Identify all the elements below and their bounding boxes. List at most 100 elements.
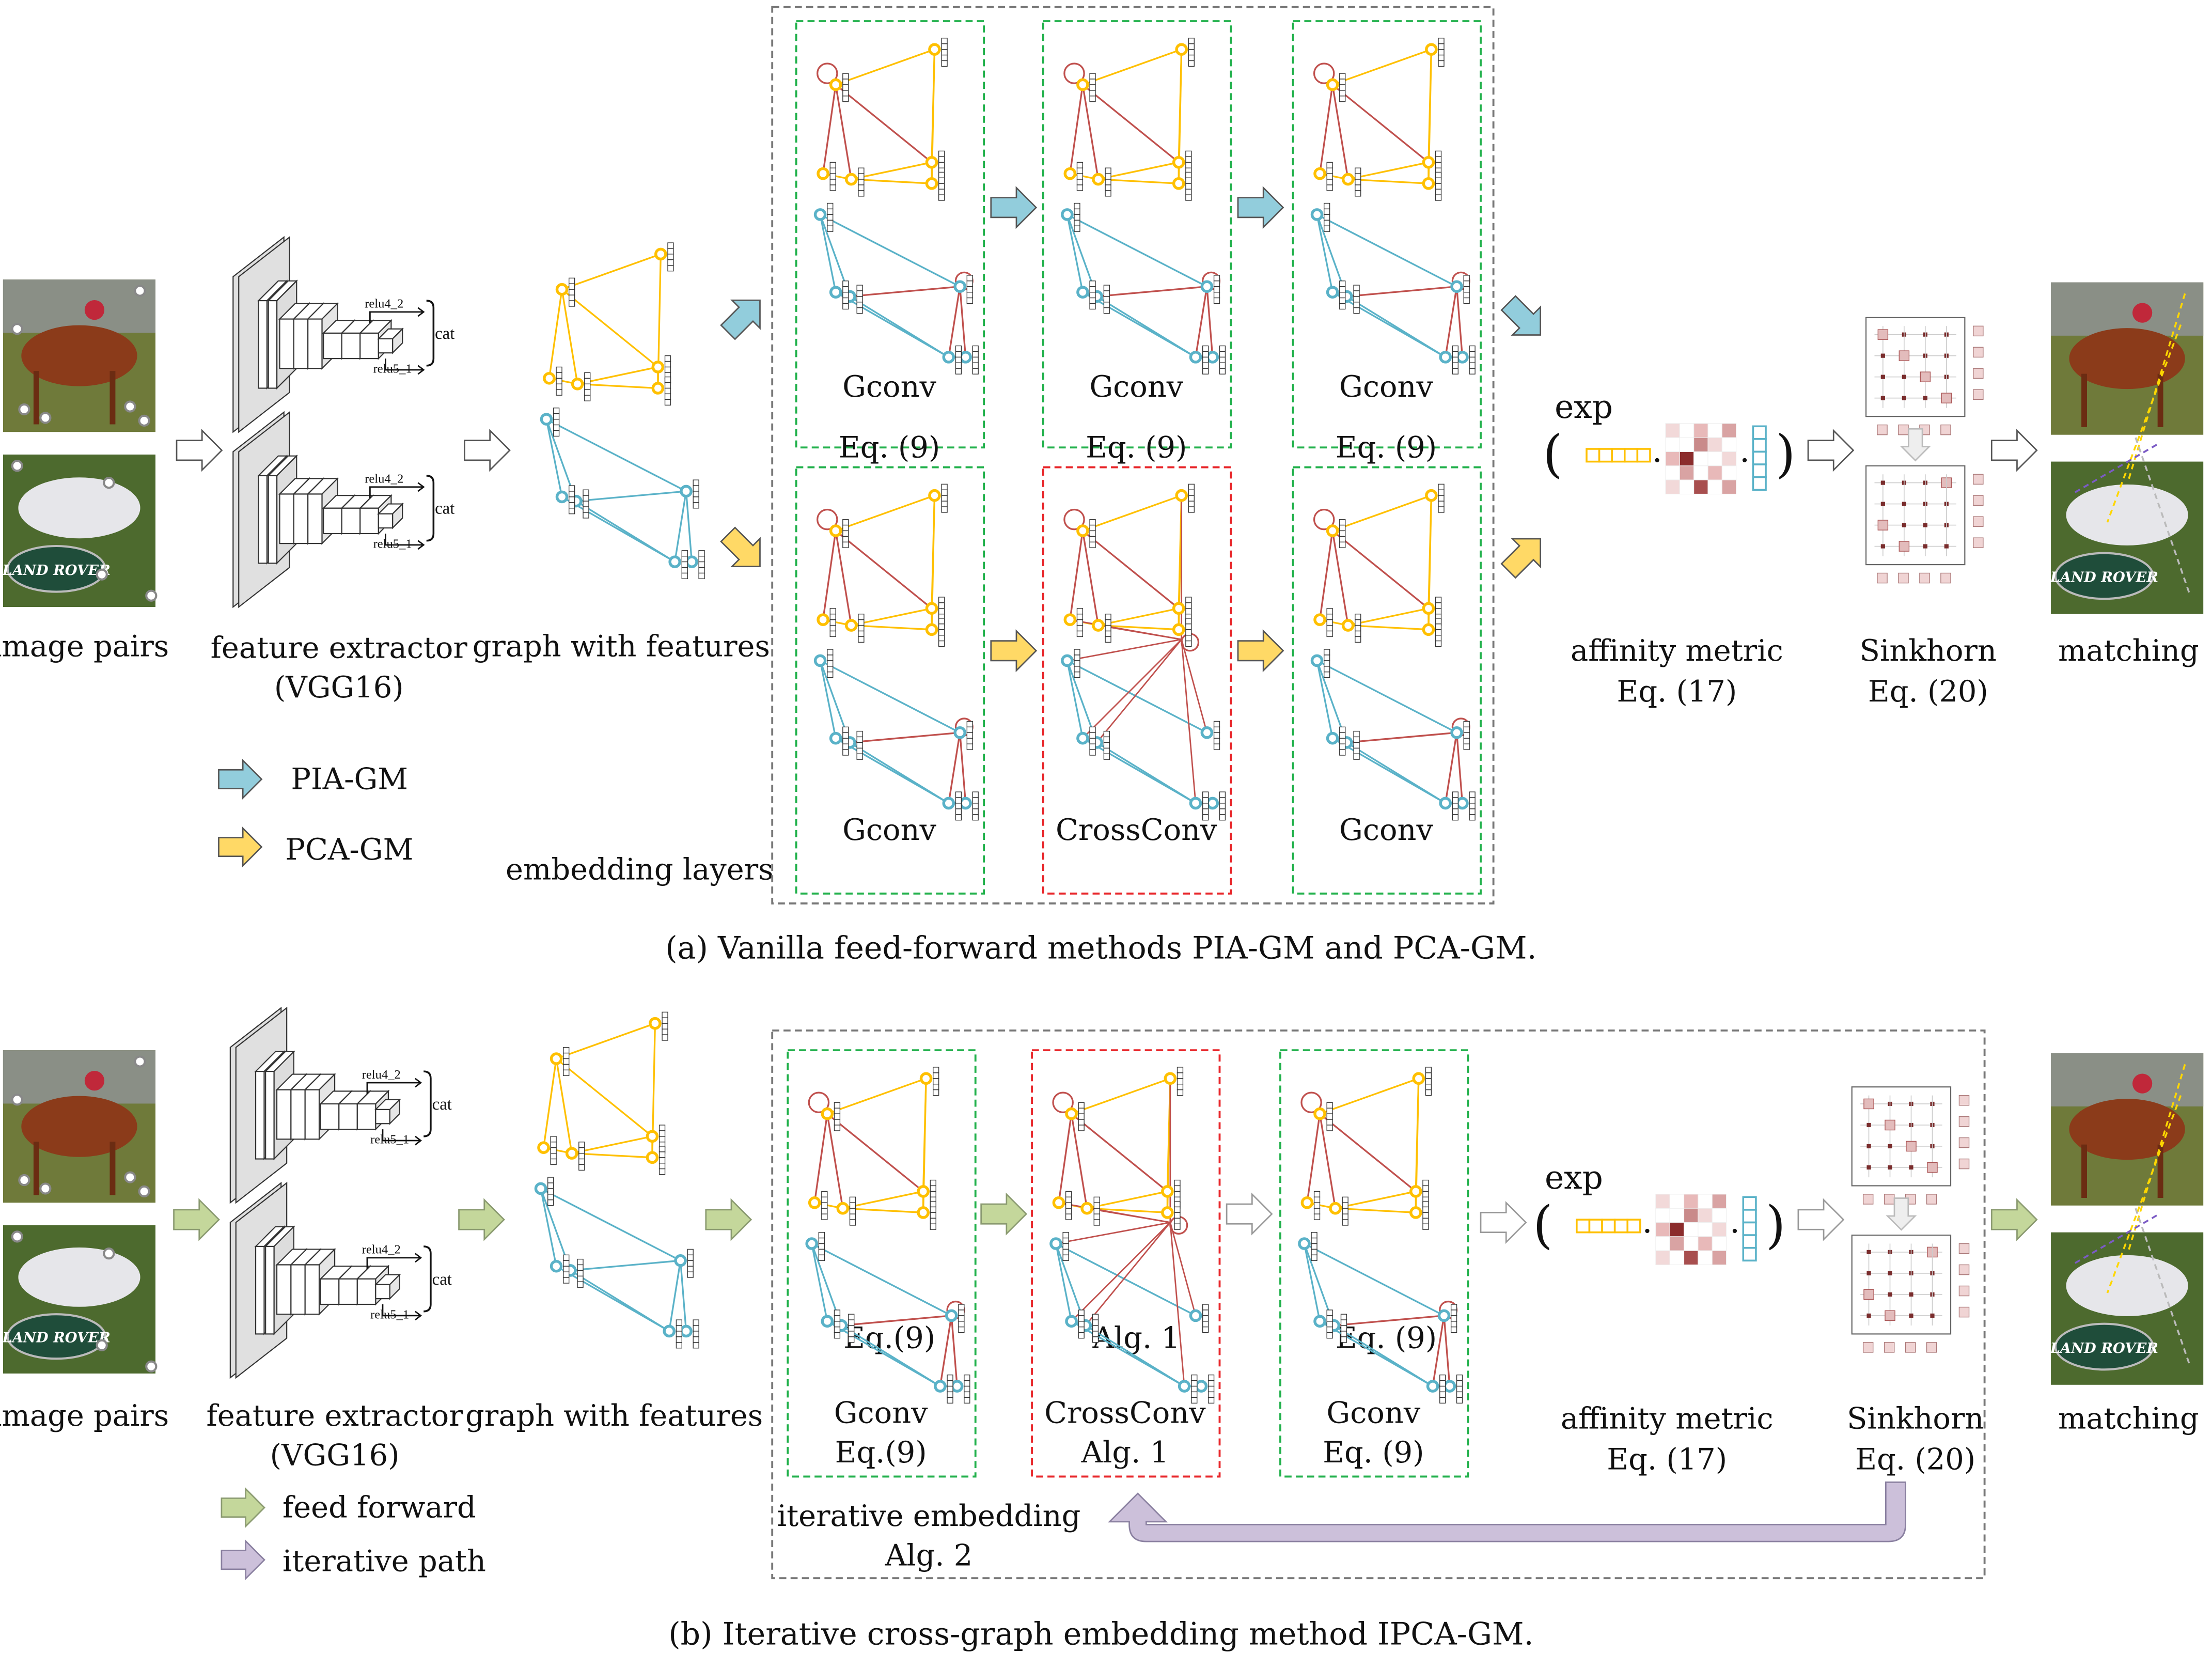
- cat-label: cat: [432, 1270, 452, 1289]
- feature-vector-cell: [848, 1325, 855, 1332]
- graph-edge: [572, 1152, 653, 1159]
- graph-edge: [1331, 531, 1349, 626]
- graph-edge: [561, 253, 661, 290]
- feature-vector-cell: [849, 1196, 856, 1203]
- feature-vector-cell: [569, 277, 575, 284]
- keypoint-marker: [18, 403, 30, 416]
- feature-vector-cell: [1103, 747, 1110, 754]
- affinity-matrix-cell: [1698, 1208, 1713, 1223]
- feature-vector-cell: [1339, 303, 1346, 310]
- feature-vector-cell: [1422, 1179, 1429, 1187]
- self-loop-edge: [1313, 508, 1335, 531]
- matrix-entry: [1863, 1289, 1874, 1300]
- cyan-feature-vector-cell: [1752, 463, 1767, 478]
- feature-vector-cell: [972, 803, 979, 809]
- caption-b: (b) Iterative cross-graph embedding meth…: [668, 1616, 1533, 1652]
- feature-vector-cell: [1074, 660, 1080, 667]
- affinity-matrix-cell: [1707, 437, 1722, 453]
- layer-title: Gconv: [842, 813, 936, 847]
- feature-vector-cell: [829, 179, 836, 185]
- feature-vector-cell: [1422, 1191, 1429, 1198]
- matrix-entry: [1902, 375, 1906, 379]
- feature-vector-cell: [958, 1315, 965, 1322]
- feature-vector-cell: [1103, 730, 1110, 738]
- graph-node: [649, 1017, 662, 1030]
- feature-vector-cell: [1425, 1072, 1432, 1079]
- feature-vector-cell: [972, 345, 979, 352]
- graph-node: [953, 280, 966, 293]
- feature-vector-cell: [1326, 1108, 1333, 1114]
- matrix-entry: [1888, 1271, 1892, 1276]
- feature-vector-cell: [578, 1142, 585, 1148]
- graph-node: [651, 382, 665, 395]
- feature-vector-cell: [667, 254, 674, 260]
- matrix-entry: [1902, 523, 1906, 527]
- feature-vector-cell: [563, 1047, 570, 1054]
- feature-vector-cell: [550, 1152, 557, 1160]
- vgg16-feature-extractor: [229, 1181, 432, 1379]
- col-sum-cell: [1862, 1194, 1874, 1205]
- affinity-matrix-cell: [1712, 1236, 1727, 1251]
- feature-vector-cell: [569, 491, 575, 497]
- graph-edge: [1081, 531, 1100, 626]
- graph-edge: [679, 1260, 687, 1332]
- feature-vector-cell: [842, 297, 849, 304]
- affinity-matrix-cell: [1669, 1236, 1685, 1251]
- graph-node: [534, 1182, 547, 1195]
- feature-vector-cell: [1439, 1380, 1446, 1387]
- feature-vector-cell: [563, 1277, 570, 1284]
- legend-feed-forward: feed forward: [283, 1490, 476, 1525]
- feature-vector-cell: [1219, 797, 1226, 804]
- feature-vector-cell: [1326, 167, 1333, 174]
- affinity-matrix-cell: [1698, 1250, 1713, 1266]
- feature-vector-cell: [1355, 614, 1361, 620]
- affinity-matrix-cell: [1698, 1222, 1713, 1237]
- feature-vector-cell: [842, 530, 849, 537]
- graph-edge: [1348, 624, 1429, 631]
- feature-vector-cell: [1456, 1385, 1463, 1393]
- graph-node: [1175, 43, 1188, 56]
- land-rover-logo: [2054, 1322, 2154, 1371]
- graph-edge: [851, 607, 932, 627]
- yellow-feature-vector-cell: [1611, 448, 1626, 463]
- graph-node: [813, 654, 827, 667]
- feature-vector-cell: [848, 1319, 855, 1326]
- feature-vector-cell: [1469, 368, 1476, 375]
- feature-vector-cell: [1105, 619, 1111, 626]
- feature-vector-cell: [1089, 530, 1096, 537]
- feature-vector-cell: [553, 430, 560, 437]
- block-front: [290, 1264, 306, 1315]
- feature-vector-cell: [1311, 1254, 1317, 1261]
- feature-vector-cell: [658, 1151, 666, 1158]
- photo-sky: [3, 279, 156, 333]
- iterative-path-arrow: [1108, 1481, 1906, 1542]
- feature-vector-cell: [693, 491, 699, 497]
- relu5-arrow: [382, 1304, 422, 1321]
- feature-vector-cell: [1092, 1325, 1099, 1332]
- feature-vector-cell: [938, 640, 945, 647]
- feature-vector-cell: [938, 623, 945, 630]
- graph-node: [1341, 173, 1355, 186]
- sinkhorn-normalize-arrow: [1886, 1197, 1917, 1231]
- feature-vector-cell: [930, 1179, 936, 1187]
- feature-vector-cell: [972, 356, 979, 363]
- keypoint-marker: [39, 412, 52, 424]
- matrix-entry: [1877, 520, 1889, 531]
- feature-vector-cell: [583, 501, 589, 507]
- graph-node: [1189, 351, 1202, 364]
- gconv-layer-box: [1292, 20, 1482, 449]
- feature-vector-cell: [955, 797, 962, 804]
- feature-vector-cell: [834, 1332, 841, 1339]
- graph-with-features-label: graph with features: [473, 629, 770, 664]
- keypoint-marker: [145, 1360, 158, 1373]
- feature-vector-cell: [834, 1125, 841, 1131]
- feature-vector-cell: [578, 1158, 585, 1165]
- col-sum-cell: [1926, 1194, 1937, 1205]
- block-front: [293, 318, 309, 369]
- feature-vector-cell: [658, 1125, 666, 1131]
- feature-vector-cell: [1105, 190, 1111, 197]
- feature-vector-cell: [930, 1200, 936, 1208]
- sinkhorn-label: Sinkhorn: [1847, 1401, 1984, 1436]
- logo-text: LAND ROVER: [2, 1330, 111, 1346]
- feature-vector-cell: [966, 291, 973, 299]
